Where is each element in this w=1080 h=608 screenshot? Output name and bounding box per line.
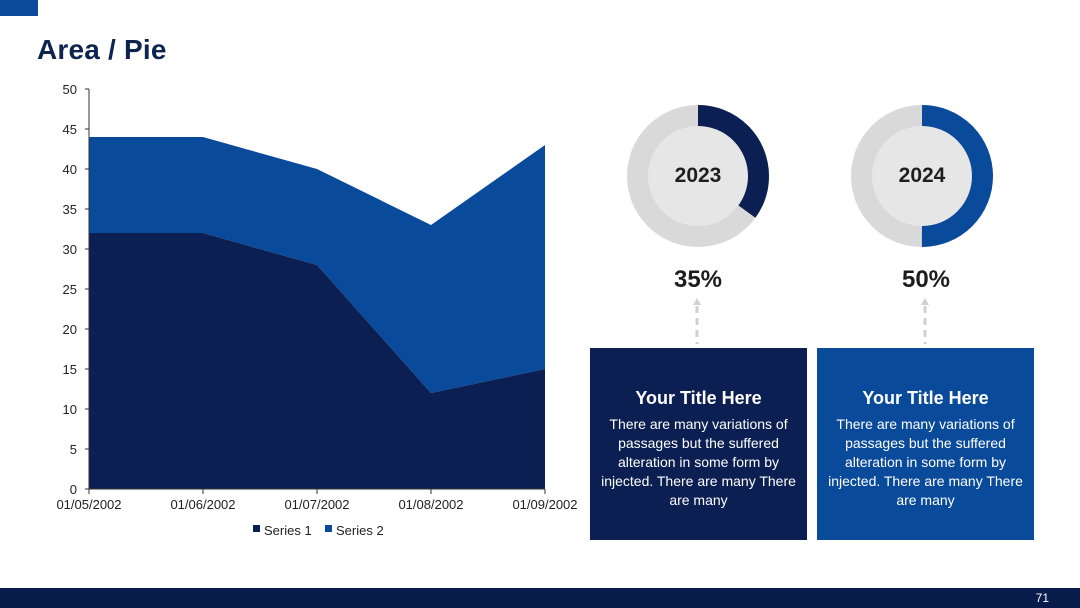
y-tick-label: 50 (63, 82, 77, 97)
x-tick-label: 01/09/2002 (512, 497, 577, 512)
dashed-arrow-icon (693, 298, 701, 344)
info-card-2024: Your Title Here There are many variation… (817, 348, 1034, 540)
y-tick-label: 0 (70, 482, 77, 497)
legend-label: Series 2 (336, 523, 384, 538)
x-tick-label: 01/06/2002 (170, 497, 235, 512)
card-title: Your Title Here (635, 388, 762, 408)
y-tick-label: 30 (63, 242, 77, 257)
x-tick-label: 01/05/2002 (56, 497, 121, 512)
y-tick-label: 40 (63, 162, 77, 177)
y-tick-label: 15 (63, 362, 77, 377)
card-title: Your Title Here (862, 388, 989, 408)
y-tick-label: 25 (63, 282, 77, 297)
info-card-2023: Your Title Here There are many variation… (590, 348, 807, 540)
x-tick-label: 01/08/2002 (398, 497, 463, 512)
footer-bar: 71 (0, 588, 1080, 608)
area-chart: 0 5 10 15 20 25 30 35 40 45 50 01/05/2002 01/06/2002… (56, 82, 577, 538)
area-series-1 (89, 233, 545, 489)
donut-percent-label: 50% (901, 266, 951, 293)
donut-slice (627, 105, 769, 247)
donut-chart-2023: 2023 (627, 105, 769, 247)
corner-accent (0, 0, 38, 16)
legend-swatch (253, 525, 260, 532)
dashed-arrow-icon (921, 298, 929, 344)
y-tick-label: 45 (63, 122, 77, 137)
y-tick-label: 35 (63, 202, 77, 217)
donut-ring (851, 105, 993, 247)
y-tick-label: 5 (70, 442, 77, 457)
donut-chart-2024: 2024 (851, 105, 993, 247)
donut-center-label: 2023 (648, 126, 748, 226)
y-tick-label: 20 (63, 322, 77, 337)
page-title: Area / Pie (37, 34, 167, 65)
y-tick-label: 10 (63, 402, 77, 417)
card-body: There are many variations of passages bu… (601, 416, 796, 508)
donut-center-label: 2024 (872, 126, 972, 226)
legend-label: Series 1 (264, 523, 312, 538)
card-body: There are many variations of passages bu… (828, 416, 1023, 508)
donut-percent-label: 35% (673, 266, 723, 293)
legend-swatch (325, 525, 332, 532)
x-tick-label: 01/07/2002 (284, 497, 349, 512)
donut-slice (851, 105, 993, 247)
page-number: 71 (1035, 591, 1049, 605)
donut-ring (627, 105, 769, 247)
